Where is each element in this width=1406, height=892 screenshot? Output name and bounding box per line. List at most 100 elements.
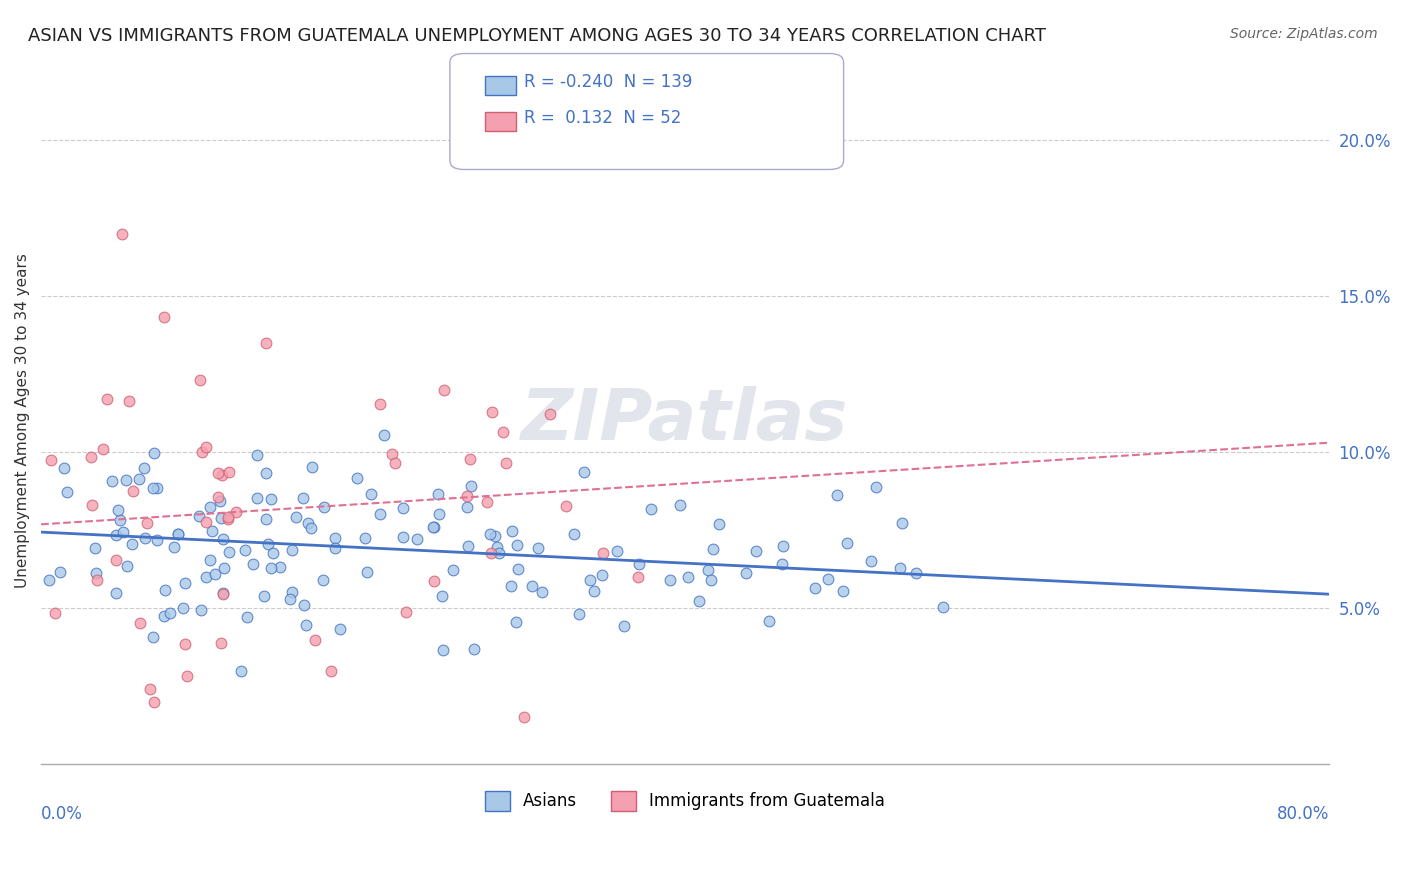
Point <box>112 524 135 539</box>
Point <box>105 552 128 566</box>
Point <box>825 488 848 502</box>
Point <box>153 583 176 598</box>
Point <box>212 532 235 546</box>
Point <box>167 527 190 541</box>
Point <box>479 546 502 560</box>
Point <box>284 509 307 524</box>
Point <box>613 619 636 633</box>
Point <box>889 560 911 574</box>
Point <box>297 516 319 530</box>
Point <box>395 605 418 619</box>
Point <box>506 538 529 552</box>
Point <box>104 528 127 542</box>
Point <box>80 450 103 464</box>
Point <box>427 507 450 521</box>
Point <box>190 602 212 616</box>
Point <box>572 465 595 479</box>
Text: 0.0%: 0.0% <box>41 805 83 823</box>
Point <box>676 570 699 584</box>
Point <box>527 541 550 556</box>
Point <box>356 565 378 579</box>
Point <box>128 472 150 486</box>
Point <box>44 606 66 620</box>
Point <box>423 574 446 589</box>
Point <box>209 493 232 508</box>
Point <box>292 491 315 505</box>
Point <box>458 451 481 466</box>
Point <box>520 579 543 593</box>
Point <box>406 533 429 547</box>
Point <box>499 579 522 593</box>
Point <box>117 558 139 573</box>
Point <box>278 592 301 607</box>
Point <box>562 527 585 541</box>
Point <box>312 500 335 514</box>
Point <box>209 636 232 650</box>
Point <box>555 499 578 513</box>
Point <box>457 539 479 553</box>
Point <box>346 470 368 484</box>
Point <box>110 227 132 241</box>
Point <box>758 615 780 629</box>
Point <box>191 445 214 459</box>
Point <box>463 642 485 657</box>
Point <box>83 541 105 555</box>
Point <box>501 524 523 538</box>
Point <box>195 516 218 530</box>
Point <box>52 460 75 475</box>
Point <box>423 519 446 533</box>
Point <box>159 606 181 620</box>
Point <box>707 516 730 531</box>
Point <box>115 473 138 487</box>
Point <box>744 543 766 558</box>
Point <box>299 521 322 535</box>
Point <box>669 498 692 512</box>
Point <box>209 510 232 524</box>
Text: ZIPatlas: ZIPatlas <box>522 386 849 455</box>
Point <box>195 441 218 455</box>
Point <box>281 543 304 558</box>
Text: ZIPatlas: ZIPatlas <box>522 386 849 455</box>
Y-axis label: Unemployment Among Ages 30 to 34 years: Unemployment Among Ages 30 to 34 years <box>15 253 30 589</box>
Point <box>174 637 197 651</box>
Point <box>256 335 278 350</box>
Point <box>443 563 465 577</box>
Point <box>772 540 794 554</box>
Point <box>217 509 239 524</box>
Point <box>817 572 839 586</box>
Point <box>257 537 280 551</box>
Point <box>904 566 927 580</box>
Point <box>422 519 444 533</box>
Point <box>430 589 453 603</box>
Point <box>658 574 681 588</box>
Point <box>381 447 404 461</box>
Point <box>134 532 156 546</box>
Point <box>201 524 224 538</box>
Point <box>128 615 150 630</box>
Point <box>456 489 478 503</box>
Point <box>211 468 233 483</box>
Point <box>132 460 155 475</box>
Point <box>281 584 304 599</box>
Point <box>121 484 143 499</box>
Point <box>242 557 264 571</box>
Point <box>360 487 382 501</box>
Point <box>212 587 235 601</box>
Point <box>505 615 527 630</box>
Point <box>190 373 212 387</box>
Point <box>218 465 240 479</box>
Point <box>538 407 561 421</box>
Point <box>49 565 72 579</box>
Point <box>118 393 141 408</box>
Point <box>865 480 887 494</box>
Point <box>606 544 628 558</box>
Point <box>107 503 129 517</box>
Point <box>354 531 377 545</box>
Point <box>188 508 211 523</box>
Point <box>292 599 315 613</box>
Point <box>142 695 165 709</box>
Point <box>139 681 162 696</box>
Point <box>121 537 143 551</box>
Point <box>591 568 613 582</box>
Point <box>135 516 157 531</box>
